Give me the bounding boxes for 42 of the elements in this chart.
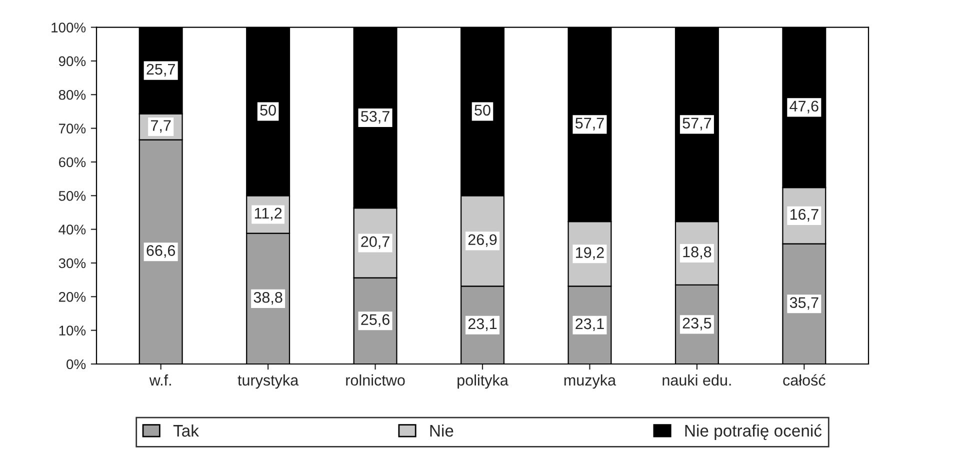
data-label: 19,2 <box>576 247 604 260</box>
data-label: 7,7 <box>151 120 171 133</box>
legend-label: Nie potrafię ocenić <box>685 424 822 440</box>
data-label: 38,8 <box>254 292 282 305</box>
data-label: 23,1 <box>468 318 497 332</box>
y-tick-label: 10% <box>59 326 86 336</box>
x-tick-label: nauki edu. <box>662 374 731 386</box>
y-tick-label: 40% <box>58 224 86 234</box>
y-tick-label: 60% <box>58 157 86 168</box>
y-tick-label: 50% <box>58 190 86 201</box>
y-tick-label: 0% <box>66 359 86 370</box>
y-tick-label: 100% <box>52 22 86 32</box>
x-tick-label: rolnictwo <box>346 374 405 386</box>
data-label: 57,7 <box>682 118 712 130</box>
data-label: 66,6 <box>146 245 176 258</box>
x-tick-label: turystyka <box>238 374 299 389</box>
data-label: 57,7 <box>575 118 604 130</box>
y-tick-label: 20% <box>58 292 86 302</box>
data-label: 16,7 <box>790 208 818 222</box>
data-label: 53,7 <box>361 110 390 124</box>
data-label: 18,8 <box>683 246 712 260</box>
y-tick-label: 80% <box>58 90 86 100</box>
data-label: 25,6 <box>361 314 390 327</box>
x-tick-label: polityka <box>458 374 508 389</box>
data-label: 25,7 <box>146 64 175 76</box>
legend-label: Nie <box>430 424 454 437</box>
data-label: 50 <box>474 104 490 116</box>
data-label: 47,6 <box>790 100 818 114</box>
data-label: 50 <box>260 104 276 116</box>
y-tick-label: 70% <box>59 124 86 134</box>
y-tick-label: 30% <box>58 258 86 268</box>
x-tick-label: muzyka <box>564 374 616 389</box>
data-label: 11,2 <box>254 208 282 220</box>
legend-label: Tak <box>173 424 199 437</box>
x-tick-label: w.f. <box>149 374 171 386</box>
data-label: 23,1 <box>576 318 604 332</box>
data-label: 35,7 <box>790 297 818 310</box>
data-label: 23,5 <box>682 318 712 330</box>
x-tick-label: całość <box>783 374 826 386</box>
data-label: 26,9 <box>468 234 497 247</box>
y-tick-label: 90% <box>58 56 86 66</box>
data-label: 20,7 <box>361 236 390 249</box>
